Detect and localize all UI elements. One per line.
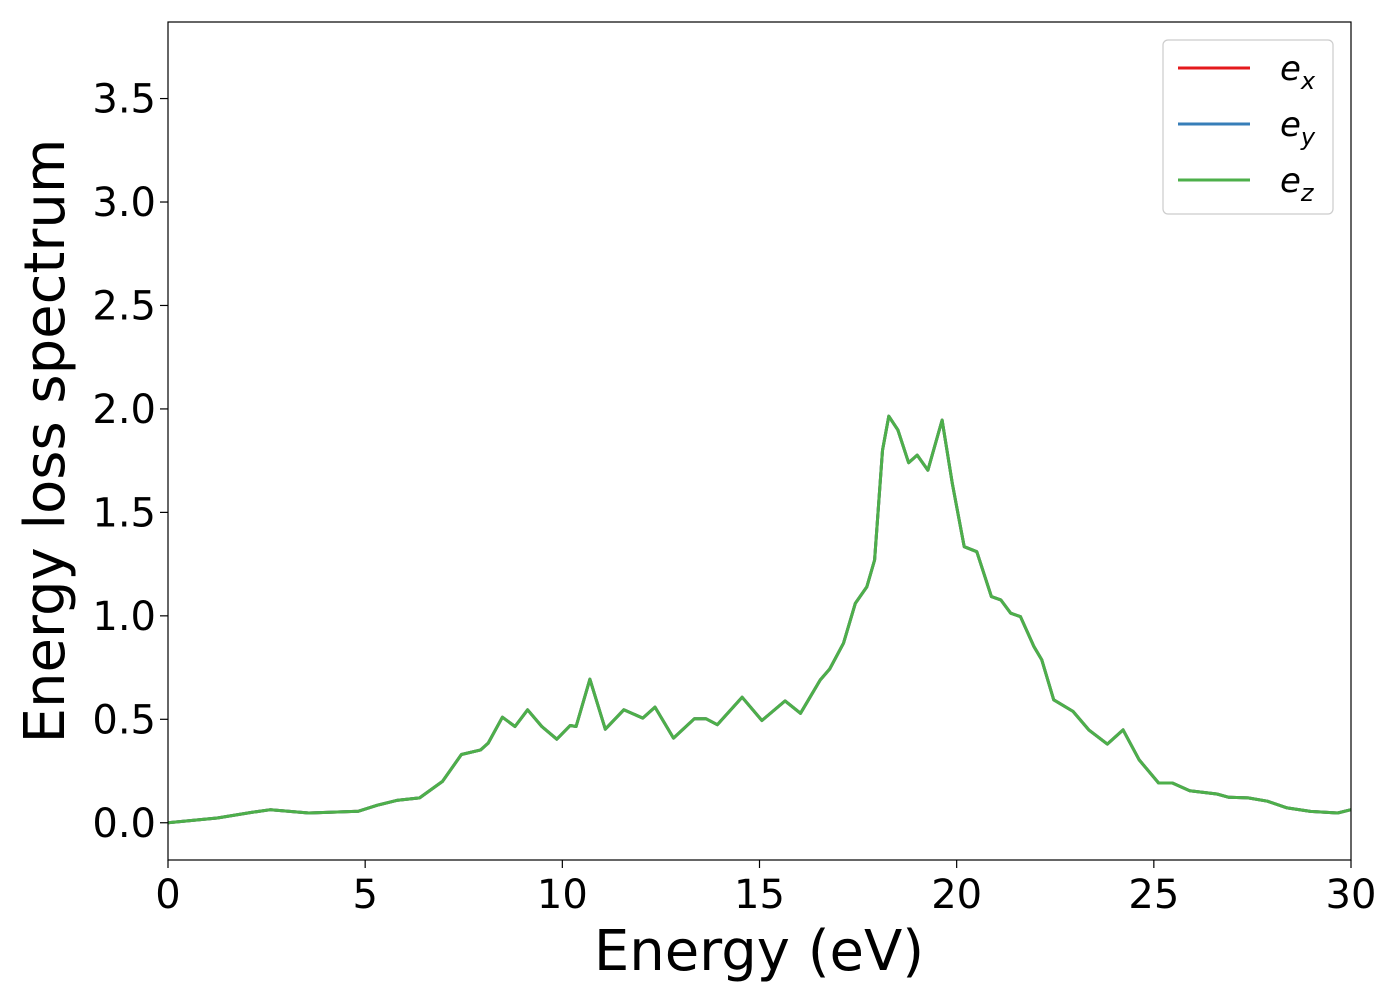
legend-box	[1162, 39, 1334, 215]
y-tick-label: 1.0	[92, 594, 156, 640]
legend-label-e-z: ez	[1280, 161, 1315, 207]
x-tick-label: 30	[1326, 872, 1377, 918]
series-line-e-z	[167, 414, 1352, 825]
x-tick-label: 10	[537, 872, 588, 918]
x-tick-label: 15	[734, 872, 785, 918]
y-axis-ticks: 0.0 0.5 1.0 1.5 2.0 2.5 3.0 3.5	[92, 77, 168, 847]
x-tick-label: 0	[155, 872, 180, 918]
legend-label-e-x: ex	[1280, 49, 1316, 95]
x-tick-label: 20	[931, 872, 982, 918]
series-line-e-y	[167, 414, 1352, 825]
x-axis-label: Energy (eV)	[594, 919, 924, 984]
y-tick-label: 1.5	[92, 490, 156, 536]
x-tick-label: 5	[352, 872, 377, 918]
y-tick-label: 3.5	[92, 77, 156, 123]
legend-label-e-y: ey	[1280, 105, 1316, 151]
y-tick-label: 2.5	[92, 283, 156, 329]
y-tick-label: 0.5	[92, 697, 156, 743]
y-tick-label: 0.0	[92, 801, 156, 847]
legend: ex ey ez	[1162, 39, 1334, 215]
y-tick-label: 2.0	[92, 387, 156, 433]
x-tick-label: 25	[1128, 872, 1179, 918]
series-layer	[167, 414, 1352, 825]
y-axis-label: Energy loss spectrum	[13, 139, 78, 744]
series-line-e-x	[167, 414, 1352, 825]
y-tick-label: 3.0	[92, 180, 156, 226]
x-axis-ticks: 0 5 10 15 20 25 30	[155, 860, 1376, 918]
